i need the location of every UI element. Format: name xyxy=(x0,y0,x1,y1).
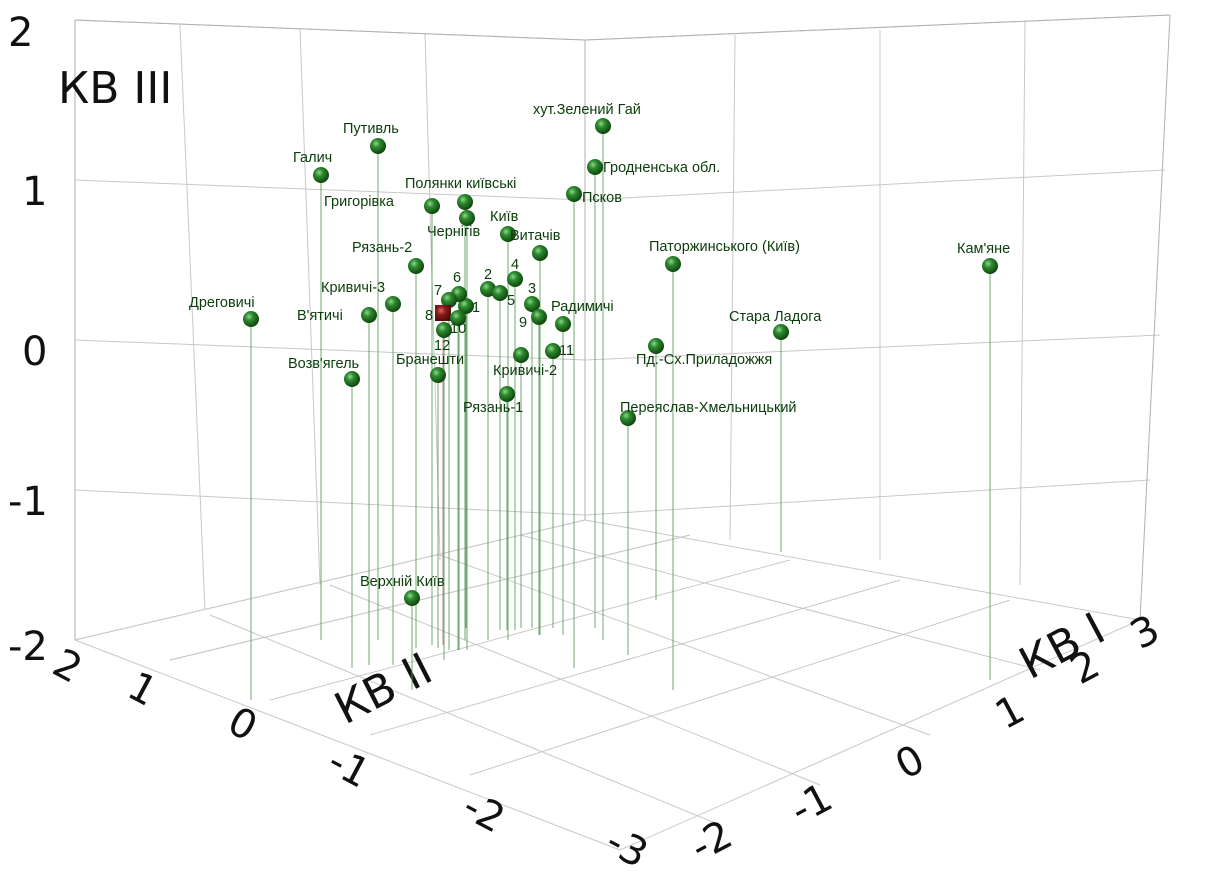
data-point-label: Полянки київські xyxy=(405,176,516,192)
z-tick-label: -2 xyxy=(8,624,48,670)
z-axis-title: КВ III xyxy=(58,63,172,114)
x-tick-label: 3 xyxy=(1123,606,1167,659)
data-point-label: 5 xyxy=(507,293,515,309)
data-point-marker xyxy=(450,310,466,326)
data-point-label: Возв'ягель xyxy=(288,356,359,372)
data-point-label: 4 xyxy=(511,257,519,273)
data-point-label: Кривичі-3 xyxy=(321,280,385,296)
data-point-marker xyxy=(370,138,386,154)
data-point-label: Гродненська обл. xyxy=(603,160,720,176)
data-point-marker xyxy=(531,309,547,325)
data-point-marker-highlight xyxy=(435,305,451,321)
box-frame xyxy=(74,14,1171,640)
data-point-label: хут.Зелений Гай xyxy=(533,102,641,118)
data-point-marker xyxy=(404,590,420,606)
data-point-label: В'ятичі xyxy=(297,308,343,324)
data-point-marker xyxy=(773,324,789,340)
z-tick-label: 0 xyxy=(22,329,47,375)
data-points: хут.Зелений Гай Гродненська обл. Псков Пути… xyxy=(189,102,1010,606)
data-point-marker xyxy=(555,316,571,332)
data-point-marker xyxy=(982,258,998,274)
data-point-label: 10 xyxy=(450,321,466,337)
x-tick-label: 0 xyxy=(888,736,932,789)
data-point-label: Кривичі-2 xyxy=(493,363,557,379)
data-point-label: Дреговичі xyxy=(189,295,255,311)
data-point-label: Бранешти xyxy=(396,352,464,368)
z-tick-label: -1 xyxy=(8,479,48,525)
data-point-marker xyxy=(507,271,523,287)
y-tick-label: 1 xyxy=(120,663,164,716)
data-point-marker xyxy=(545,343,561,359)
data-point-marker xyxy=(524,296,540,312)
data-point-label: Київ xyxy=(490,209,519,225)
x-tick-label: 1 xyxy=(988,686,1032,739)
data-point-marker xyxy=(243,311,259,327)
data-point-marker xyxy=(665,256,681,272)
data-point-label: Стара Ладога xyxy=(729,309,822,325)
data-point-label: Витачів xyxy=(510,228,561,244)
data-point-label: Путивль xyxy=(343,121,399,137)
data-point-marker xyxy=(595,118,611,134)
z-tick-label: 2 xyxy=(8,10,33,56)
data-point-marker xyxy=(344,371,360,387)
data-point-label: Радимичі xyxy=(551,299,614,315)
data-point-label: 6 xyxy=(453,270,461,286)
data-point-marker xyxy=(459,210,475,226)
data-point-label: 9 xyxy=(519,315,527,331)
y-tick-label: 2 xyxy=(45,640,89,693)
z-axis-ticks: 2 1 0 -1 -2 xyxy=(8,10,48,670)
x-tick-label: -1 xyxy=(783,774,840,833)
data-point-marker xyxy=(457,194,473,210)
y-tick-label: 0 xyxy=(220,698,264,751)
data-point-marker xyxy=(566,186,582,202)
y-axis-title: КВ II xyxy=(327,643,440,734)
data-point-marker xyxy=(313,167,329,183)
data-point-label: 7 xyxy=(434,283,442,299)
data-point-marker xyxy=(513,347,529,363)
data-point-label: Паторжинського (Київ) xyxy=(649,239,800,255)
data-point-label: 2 xyxy=(484,267,492,283)
data-point-label: Кам'яне xyxy=(957,241,1010,257)
floor-grid xyxy=(74,519,1141,851)
y-tick-label: -1 xyxy=(320,738,377,797)
data-point-label: 3 xyxy=(528,281,536,297)
data-point-label: 8 xyxy=(425,308,433,324)
data-point-marker xyxy=(499,386,515,402)
data-point-label: Григорівка xyxy=(324,194,395,210)
x-tick-label: -2 xyxy=(683,811,740,870)
data-point-label: 12 xyxy=(434,338,450,354)
y-tick-label: -3 xyxy=(598,818,655,873)
data-point-label: Пд.-Сх.Приладожжя xyxy=(636,352,772,368)
data-point-label: Галич xyxy=(293,150,332,166)
data-point-label: Рязань-2 xyxy=(352,240,412,256)
data-point-marker xyxy=(424,198,440,214)
data-point-marker xyxy=(587,159,603,175)
data-point-label: Чернігів xyxy=(427,224,481,240)
y-tick-label: -2 xyxy=(455,783,512,842)
data-point-marker xyxy=(458,298,474,314)
data-point-label: Псков xyxy=(582,190,622,206)
data-point-marker xyxy=(441,292,457,308)
data-point-marker xyxy=(436,322,452,338)
data-point-label: Переяслав-Хмельницький xyxy=(620,400,797,416)
data-point-marker xyxy=(492,285,508,301)
data-point-label: 1 xyxy=(472,300,480,316)
z-tick-label: 1 xyxy=(22,169,47,215)
data-point-marker xyxy=(500,226,516,242)
data-point-marker xyxy=(385,296,401,312)
data-point-marker xyxy=(430,367,446,383)
data-point-label: 11 xyxy=(559,343,574,359)
data-point-marker xyxy=(648,338,664,354)
data-point-marker xyxy=(408,258,424,274)
data-point-label: Рязань-1 xyxy=(463,400,523,416)
y-axis-ticks: 2 1 0 -1 -2 -3 xyxy=(45,640,655,873)
data-point-marker xyxy=(620,410,636,426)
drop-lines xyxy=(250,126,991,700)
data-point-marker xyxy=(361,307,377,323)
data-point-label: Верхній Київ xyxy=(360,574,445,590)
data-point-marker xyxy=(532,245,548,261)
